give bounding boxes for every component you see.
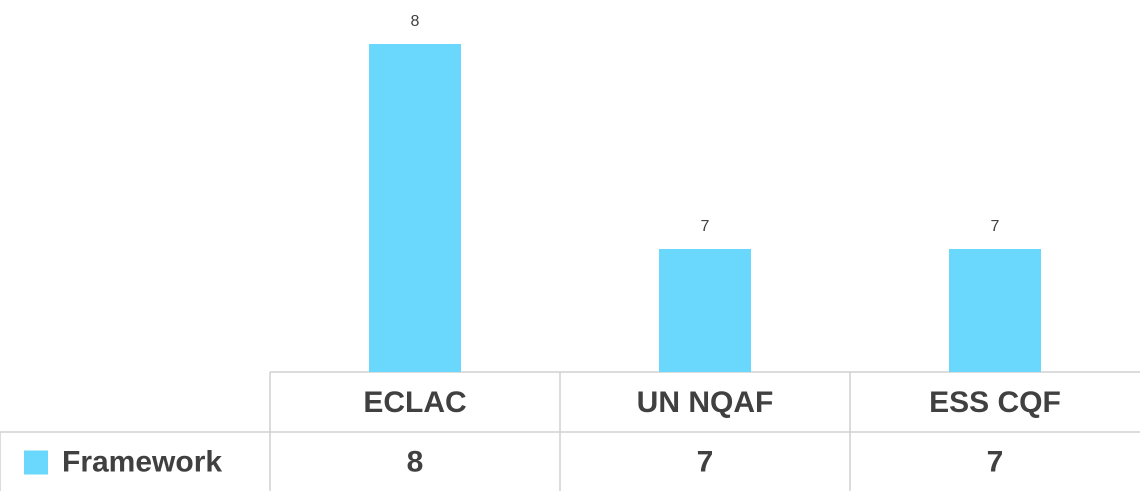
table-value: 8 [407, 445, 424, 478]
x-tick-label: ECLAC [363, 386, 466, 419]
legend-label: Framework [62, 445, 222, 478]
bar [369, 44, 461, 372]
x-tick-label: UN NQAF [637, 386, 774, 419]
data-label: 7 [991, 218, 1000, 235]
data-label: 7 [701, 218, 710, 235]
bar [949, 249, 1041, 372]
data-label: 8 [411, 13, 420, 30]
legend-swatch [24, 450, 48, 475]
x-tick-label: ESS CQF [929, 386, 1061, 419]
table-value: 7 [697, 445, 714, 478]
bar [659, 249, 751, 372]
table-value: 7 [987, 445, 1004, 478]
